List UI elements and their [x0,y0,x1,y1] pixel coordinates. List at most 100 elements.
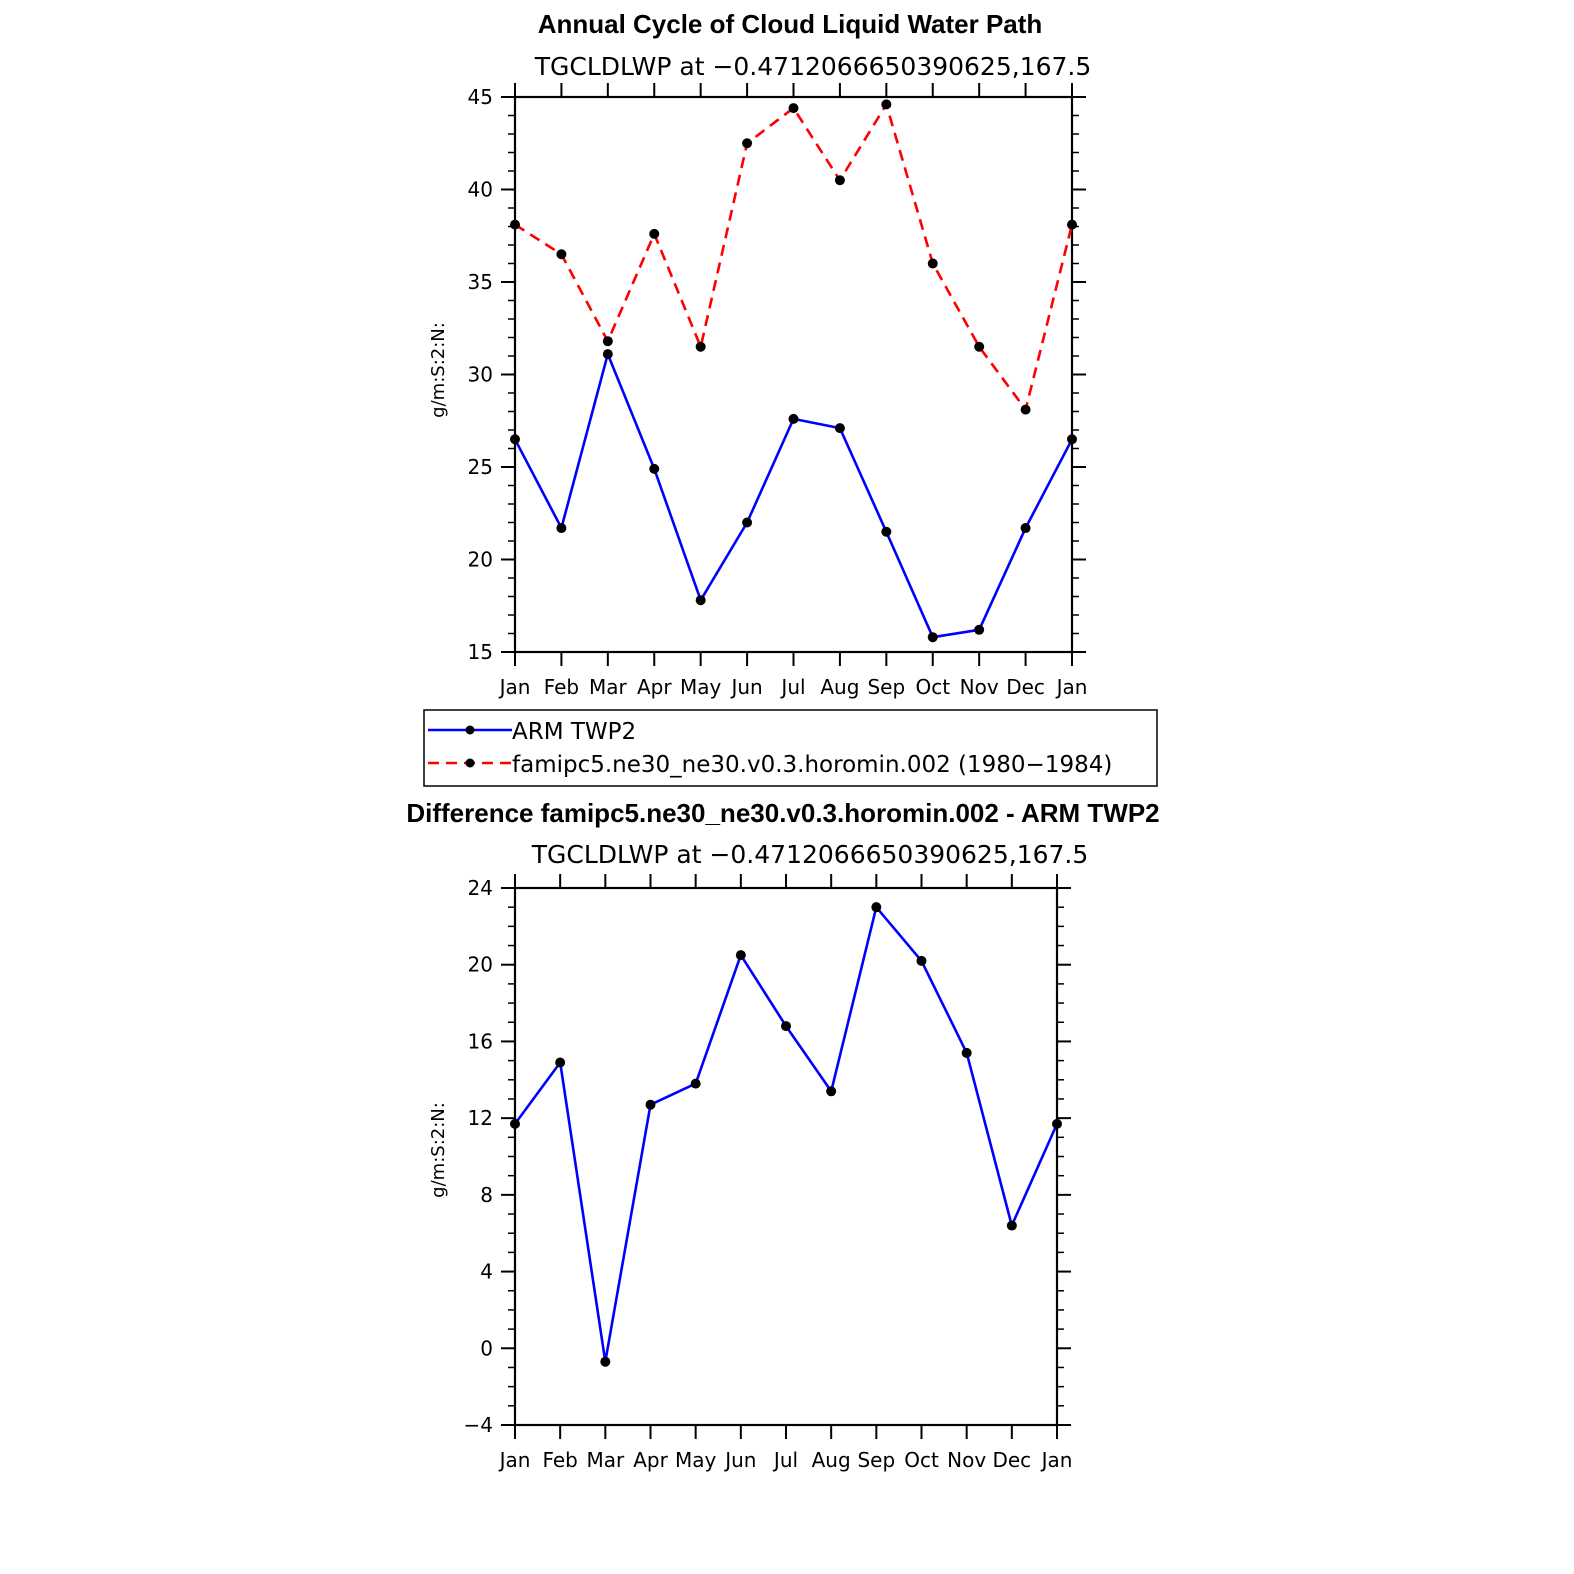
chart1-series-0-point [1067,434,1077,445]
chart1-xtick-label: Aug [820,675,859,699]
chart1-series-1-point [602,336,613,347]
chart1-xtick-label: Jun [729,675,762,699]
chart2-xtick-label: Nov [947,1448,986,1472]
legend: ARM TWP2 famipc5.ne30_ne30.v0.3.horomin.… [423,709,1158,787]
chart1-y-axis-label: g/m:S:2:N: [428,322,449,418]
chart1-ytick-label: 15 [468,640,493,664]
chart2-xtick-label: Jun [723,1448,756,1472]
chart1-series-1-point [742,138,753,149]
chart1-series-1-point [695,341,706,352]
chart1-series-1-point [927,258,938,269]
chart1-series-1-point [974,341,985,352]
chart2-xtick-label: Aug [812,1448,851,1472]
chart1-ytick-label: 40 [468,178,493,202]
chart1-series-0-point [974,624,985,635]
chart2-ytick-label: 0 [480,1336,493,1360]
chart1-xtick-label: Dec [1006,675,1045,699]
chart2-xtick-label: Feb [542,1448,577,1472]
chart1-xtick-label: Jul [779,675,805,699]
chart2-ytick-label: 4 [480,1260,493,1284]
chart1-xtick-label: Apr [637,675,672,699]
chart2-series-0-point [555,1057,566,1068]
chart1-series-1-point [556,249,567,260]
chart1-series-0-line [513,352,1074,639]
chart2-title: Difference famipc5.ne30_ne30.v0.3.horomi… [406,798,1159,828]
legend-box [423,709,1158,787]
chart2-frame [513,886,1059,1427]
chart1-xtick-label: May [680,675,722,699]
chart1-series-0-point [834,423,845,434]
legend-label-arm: ARM TWP2 [512,719,636,745]
chart1-title: Annual Cycle of Cloud Liquid Water Path [538,9,1043,39]
chart2-plot-area: −4 0 4 8 12 16 20 24 Jan Feb Mar Apr May Jun Jul Aug Sep… [464,874,1073,1472]
chart1-xtick-label: Mar [589,675,628,699]
chart1-ytick-label: 35 [468,270,493,294]
chart1-ytick-label: 45 [468,85,493,109]
chart2-ytick-label: 8 [480,1183,493,1207]
chart1-series-1-point [881,99,892,110]
chart1-plot-area: 15 20 25 30 35 40 45 Jan Feb Mar Apr May Jun Jul Aug Se… [468,83,1088,699]
chart1-series-0-point [695,595,706,606]
legend-marker-model [465,758,475,768]
chart2-series-0-line [513,905,1059,1363]
chart1-xtick-label: Nov [960,675,999,699]
chart2-series-0-point [826,1086,837,1097]
chart1-series-1-point [1067,219,1077,230]
chart2-series-0-point [1052,1118,1062,1129]
chart2-subtitle: TGCLDLWP at −0.4712066650390625,167.5 [531,840,1089,869]
chart1-series-0-point [1020,523,1031,534]
chart1-ytick-label: 25 [468,455,493,479]
chart2-xtick-label: Oct [904,1448,939,1472]
chart2-xtick-label: Jan [498,1448,531,1472]
chart2-ytick-label: 16 [468,1029,493,1053]
legend-marker-arm [465,725,475,735]
chart2-y-axis-label: g/m:S:2:N: [428,1102,449,1198]
chart1-series-1-point [649,228,660,239]
chart1-frame [513,95,1074,654]
chart1-series-0-point [602,349,613,360]
legend-label-model: famipc5.ne30_ne30.v0.3.horomin.002 (1980… [512,752,1112,778]
chart2-xtick-label: Dec [992,1448,1031,1472]
chart1-series-0-point [510,434,520,445]
chart1-series-0-point [742,517,753,528]
chart2-series-0-point [600,1356,611,1367]
chart2-ytick-label: 20 [468,953,493,977]
chart2-xtick-label: Jan [1040,1448,1073,1472]
chart2-series-0-point [645,1099,656,1110]
chart2-series-0-point [510,1118,520,1129]
chart2-series-0-point [961,1047,972,1058]
chart2-series-0-point [916,955,927,966]
chart2-ytick-label: −4 [464,1413,493,1437]
chart1-series-1-point [1020,404,1031,415]
chart1-series-1-line [514,103,1074,411]
chart1-series-0-point [649,463,660,474]
chart2-xtick-label: Jul [772,1448,798,1472]
chart1-series-1-point [788,103,799,114]
chart1-series-0-point [556,523,567,534]
chart1-xtick-label: Jan [1055,675,1088,699]
chart2-xtick-label: Sep [857,1448,895,1472]
chart2-series-0-point [871,902,882,913]
chart2-series-0-point [735,950,746,961]
chart1-xtick-label: Oct [915,675,950,699]
chart2-xtick-label: May [675,1448,717,1472]
chart2-series-0-point [690,1078,701,1089]
chart1-xtick-label: Jan [498,675,531,699]
chart2-series-0-point [1006,1220,1017,1231]
chart1-series-1-point [834,175,845,186]
chart2-ytick-label: 24 [468,876,493,900]
chart1-ytick-label: 20 [468,548,493,572]
chart1-ytick-label: 30 [468,363,493,387]
chart2-xtick-label: Apr [633,1448,668,1472]
chart2-series-0-point [781,1021,791,1032]
chart1-series-0-point [788,413,799,424]
chart2-ytick-label: 12 [468,1106,493,1130]
chart1-subtitle: TGCLDLWP at −0.4712066650390625,167.5 [534,52,1092,81]
chart1-series-1-point [510,219,520,230]
chart2-xtick-label: Mar [586,1448,625,1472]
chart1-series-0-point [881,526,892,537]
chart1-xtick-label: Sep [867,675,905,699]
chart1-xtick-label: Feb [544,675,579,699]
chart1-series-0-point [927,632,938,643]
